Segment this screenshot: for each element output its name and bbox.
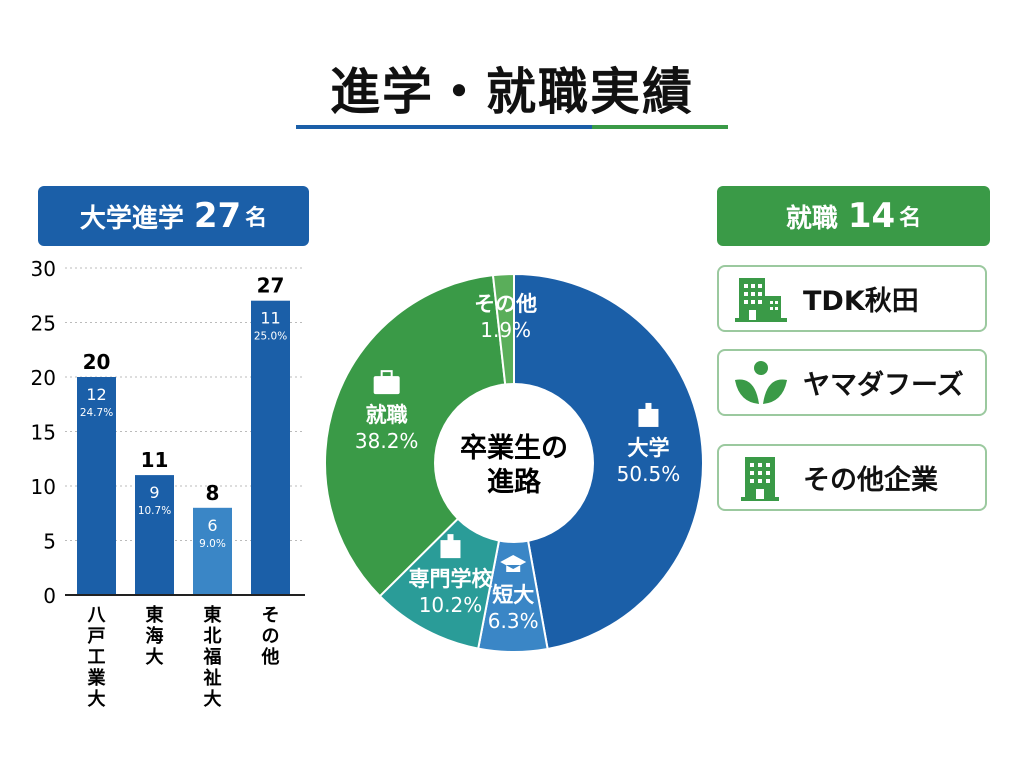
icon-part: [380, 370, 393, 379]
school-building-icon: [638, 402, 659, 427]
graduation-cap-icon: [500, 554, 527, 572]
bar-total-label: 27: [257, 274, 285, 298]
office-building-icon: [741, 456, 779, 501]
bar-percent-label: 25.0%: [254, 331, 287, 343]
slice-percent: 38.2%: [355, 429, 419, 453]
title-underline-green: [592, 125, 728, 129]
icon-part: [638, 408, 659, 427]
icon-part: [373, 376, 400, 395]
bar: [193, 507, 232, 595]
donut-hole: [434, 383, 594, 543]
bar-percent-label: 9.0%: [199, 538, 226, 550]
bar-count-label: 11: [260, 309, 280, 328]
bar-total-label: 8: [206, 481, 220, 505]
page-title: 進学・就職実績: [330, 63, 694, 121]
employment-header: 就職 14 名: [717, 186, 990, 246]
y-tick-label: 25: [31, 312, 56, 336]
employer-name: その他企業: [803, 465, 938, 496]
y-tick-label: 10: [31, 475, 56, 499]
employment-header-count: 14: [847, 196, 896, 236]
employer-card-other: その他企業: [717, 444, 987, 511]
university-bar-chart: 0 5 10 15 20 25 30 20 12 24.7% 八戸工業大 11 9 10.7% 東海大 8 6 9…: [31, 257, 305, 710]
y-tick-label: 15: [31, 421, 56, 445]
x-category-label: 八戸工業大: [87, 605, 107, 710]
school-building-icon: [440, 534, 461, 559]
university-header-count: 27: [193, 196, 242, 236]
icon-part: [500, 554, 527, 572]
slice-label: 専門学校: [408, 567, 493, 591]
icon-part: [447, 534, 454, 542]
employment-header-unit: 名: [899, 206, 922, 231]
y-tick-label: 20: [31, 366, 56, 390]
university-header: 大学進学 27 名: [38, 186, 309, 246]
x-category-label: その他: [261, 605, 280, 668]
slice-label-group: 短大6.3%: [488, 554, 539, 633]
donut-center-label: 進路: [487, 466, 542, 498]
bar-total-label: 20: [83, 350, 111, 374]
bar: [77, 377, 116, 595]
employer-card-yamada-foods: ヤマダフーズ: [717, 349, 987, 416]
bar-count-label: 6: [207, 516, 217, 535]
slice-percent: 10.2%: [419, 593, 483, 617]
title-underline-blue: [296, 125, 592, 129]
icon-part: [645, 402, 652, 410]
bar: [135, 475, 174, 595]
slice-percent: 6.3%: [488, 609, 539, 633]
university-header-unit: 名: [245, 206, 268, 231]
slice-label: その他: [474, 292, 537, 316]
donut-center-label: 卒業生の: [460, 432, 568, 464]
bar-count-label: 9: [149, 483, 159, 502]
slice-percent: 50.5%: [617, 462, 681, 486]
university-header-label: 大学進学: [79, 203, 184, 234]
employer-name: ヤマダフーズ: [803, 370, 964, 401]
bar-total-label: 11: [141, 448, 169, 472]
bar-percent-label: 10.7%: [138, 505, 171, 517]
slice-label: 短大: [492, 583, 534, 607]
y-tick-label: 5: [43, 530, 56, 554]
employer-name: TDK秋田: [803, 286, 919, 317]
bar: [251, 300, 290, 595]
employment-header-label: 就職: [785, 203, 838, 234]
employer-card-tdk: TDK秋田: [717, 265, 987, 332]
y-tick-label: 0: [43, 584, 56, 608]
donut-slice: [513, 272, 704, 651]
bar-count-label: 12: [86, 385, 106, 404]
bar-percent-label: 24.7%: [80, 407, 113, 419]
office-buildings-icon: [735, 277, 787, 322]
x-category-label: 東北福祉大: [203, 604, 222, 710]
slice-label: 大学: [627, 436, 669, 460]
sprout-logo-icon: [735, 360, 787, 404]
y-tick-label: 30: [31, 257, 56, 281]
icon-part: [440, 540, 461, 559]
slice-percent: 1.9%: [480, 318, 531, 342]
briefcase-icon: [373, 370, 400, 395]
career-donut-chart: 大学50.5%短大6.3%専門学校10.2%就職38.2%その他1.9%卒業生の…: [324, 272, 704, 653]
x-category-label: 東海大: [146, 604, 164, 668]
slice-label: 就職: [366, 403, 408, 427]
donut-slice: [324, 274, 516, 598]
